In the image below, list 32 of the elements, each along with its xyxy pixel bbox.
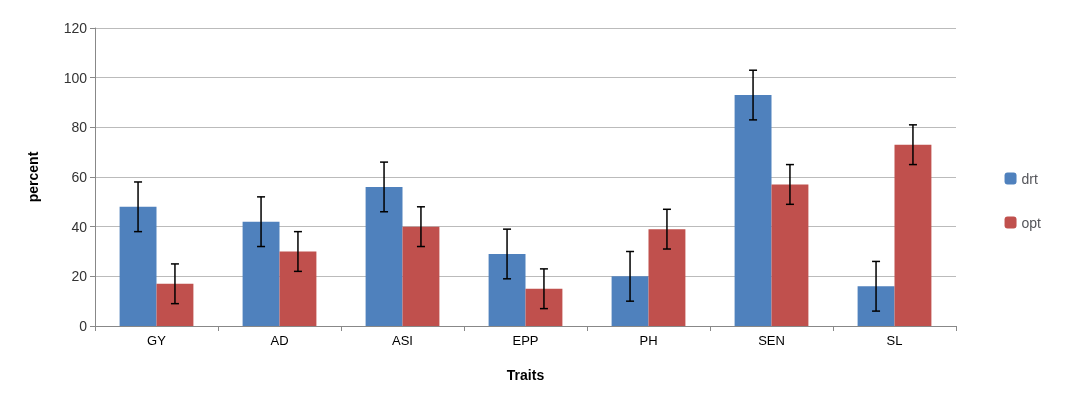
bar [402,226,440,326]
bar [611,276,649,326]
y-tick-label: 80 [71,119,88,136]
bar [365,186,403,326]
x-tick-label: ASI [392,333,413,348]
y-tick-label: 40 [71,218,88,235]
bar [525,288,563,326]
bar [857,286,895,326]
y-tick-label: 0 [79,318,88,334]
x-tick-label: AD [270,333,289,348]
x-tick-label: SEN [758,333,785,348]
bar [771,184,809,326]
x-tick-label: EPP [512,333,539,348]
bar [894,144,932,326]
x-tick-label: GY [147,333,167,348]
y-tick-label: 60 [71,169,88,185]
y-tick-label: 100 [63,69,88,86]
bar [119,206,157,326]
bar [648,229,686,326]
y-axis-title: percent [25,151,41,203]
legend-label: drt [1021,170,1038,187]
bar [734,95,772,326]
y-tick-label: 20 [71,268,88,285]
bar [242,221,280,326]
x-tick-label: SL [886,333,903,348]
bar [279,251,317,326]
x-axis-title: Traits [506,367,545,383]
bar [156,283,194,326]
x-tick-label: PH [639,333,658,348]
legend-label: opt [1021,214,1042,231]
bar [488,253,526,326]
y-tick-label: 120 [63,20,88,36]
